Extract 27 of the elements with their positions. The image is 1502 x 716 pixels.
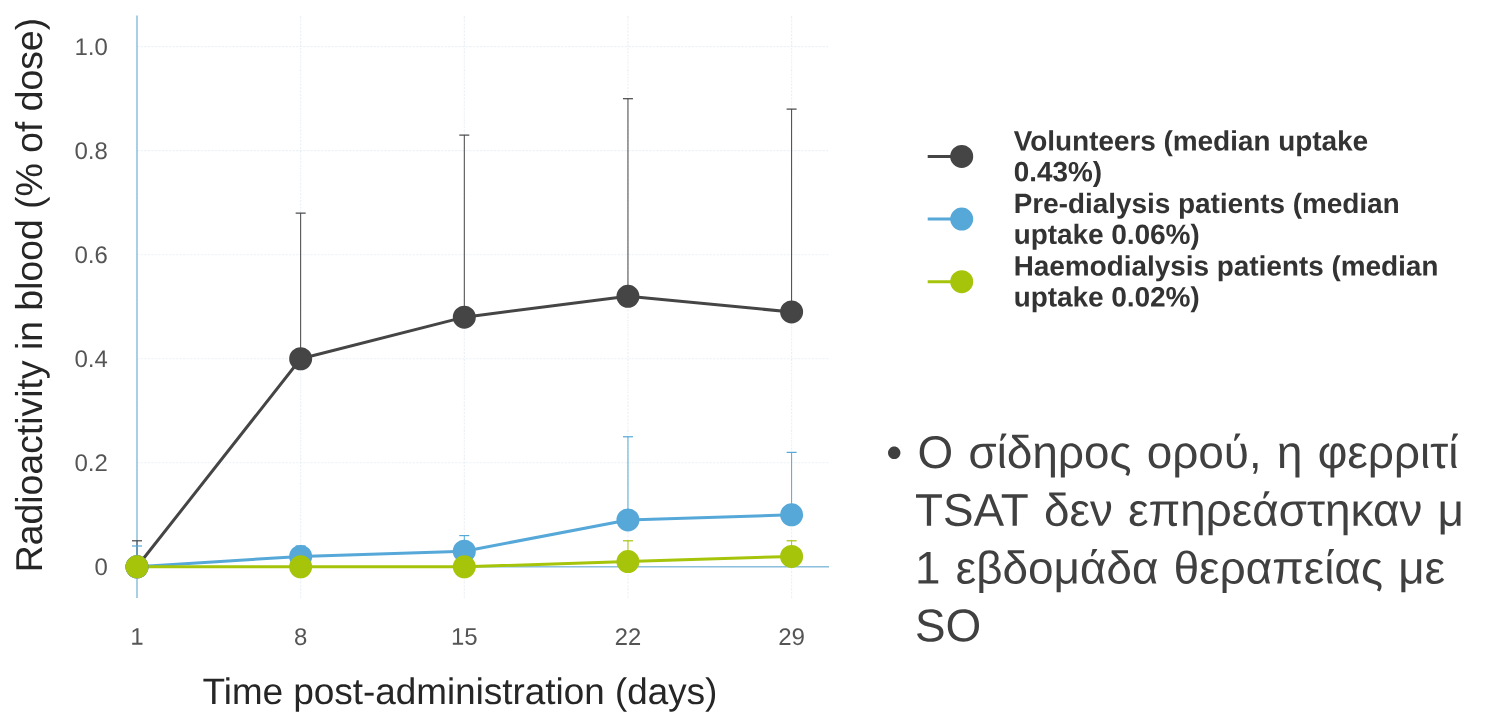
point bbox=[289, 347, 313, 371]
legend-label: Pre-dialysis patients (median uptake 0.06%) bbox=[1015, 192, 1398, 250]
x-axis-title: Time post-administration (days) bbox=[203, 677, 716, 712]
y-axis-title: Radioactivity in blood (% of dose) bbox=[14, 20, 50, 570]
point bbox=[780, 503, 804, 527]
y-tick-label: 0 bbox=[95, 558, 107, 576]
y-tick-label: 1.0 bbox=[76, 38, 107, 56]
point bbox=[616, 284, 640, 308]
y-tick-label: 0.2 bbox=[75, 454, 107, 472]
point bbox=[780, 544, 804, 568]
text: • Ο σίδηρος ορού, η φερριτί TSAT δεν επηρεάστηκαν μ 1 εβδομάδα θεραπείας με SO bbox=[888, 433, 1461, 642]
x-tick-label: 1 bbox=[132, 628, 143, 645]
y-tick-label: 0.4 bbox=[75, 350, 108, 368]
y-tick-label: 0.6 bbox=[75, 246, 107, 264]
point bbox=[452, 305, 476, 329]
x-tick-label: 22 bbox=[615, 628, 641, 645]
x-tick-label: 29 bbox=[779, 628, 804, 646]
point bbox=[289, 555, 313, 579]
x-tick-label: 8 bbox=[295, 628, 307, 646]
legend-label: Haemodialysis patients (median uptake 0.02%) bbox=[1015, 255, 1437, 313]
y-tick-label: 0.8 bbox=[75, 142, 107, 160]
point bbox=[780, 300, 804, 324]
x-tick-label: 15 bbox=[452, 628, 477, 645]
point bbox=[616, 508, 640, 532]
point bbox=[616, 550, 640, 574]
legend-label: Volunteers (median uptake 0.43%) bbox=[1013, 130, 1368, 188]
point bbox=[452, 555, 476, 579]
